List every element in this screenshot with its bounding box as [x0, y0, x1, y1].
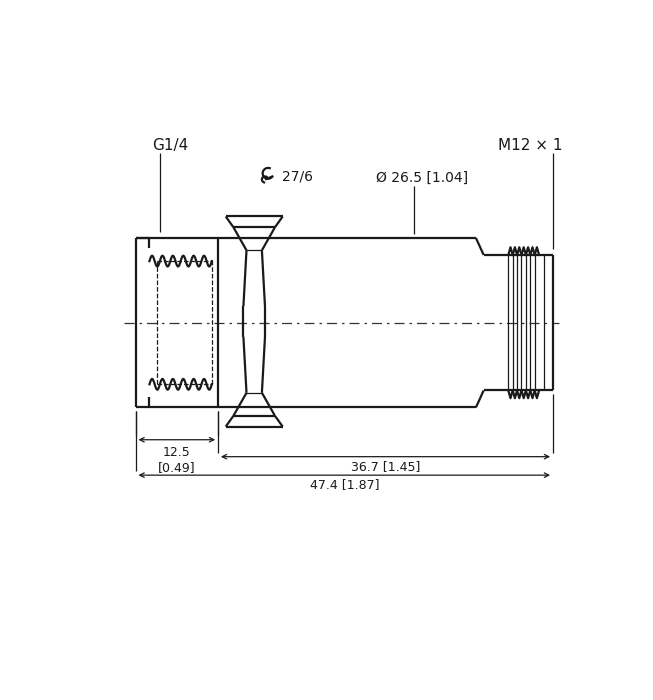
Text: 12.5
[0.49]: 12.5 [0.49] [158, 446, 196, 474]
Text: Ø 26.5 [1.04]: Ø 26.5 [1.04] [376, 171, 468, 185]
Text: 27/6: 27/6 [282, 169, 313, 183]
Text: 36.7 [1.45]: 36.7 [1.45] [351, 460, 420, 473]
Text: G1/4: G1/4 [153, 139, 189, 153]
Text: 47.4 [1.87]: 47.4 [1.87] [310, 478, 379, 491]
Text: M12 × 1: M12 × 1 [498, 139, 562, 153]
